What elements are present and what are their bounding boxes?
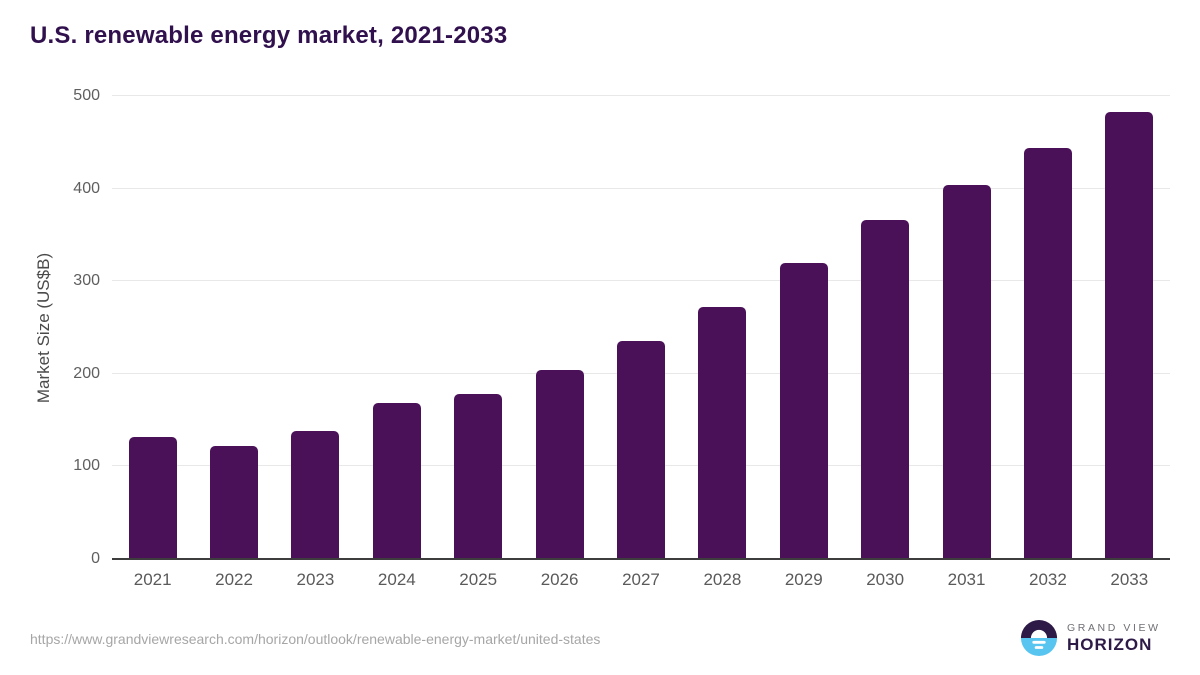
bar-2032	[1023, 148, 1072, 559]
y-tick-label-400: 400	[73, 179, 100, 197]
bar-2030	[861, 220, 910, 559]
bar-2022	[210, 446, 259, 559]
x-label-2033: 2033	[1110, 570, 1149, 589]
bar-2031	[942, 185, 991, 559]
gridline-300	[112, 280, 1170, 282]
gridline-400	[112, 187, 1170, 189]
x-label-2022: 2022	[215, 570, 253, 589]
bar-2024	[372, 403, 421, 559]
bar-2026	[535, 370, 584, 559]
x-label-2026: 2026	[540, 570, 579, 589]
x-label-2023: 2023	[296, 570, 335, 589]
y-tick-label-500: 500	[73, 87, 100, 104]
logo-text-horizon: HORIZON	[1067, 634, 1153, 654]
y-tick-label-100: 100	[73, 457, 100, 475]
grand-view-horizon-logo: GRAND VIEW HORIZON	[1020, 619, 1161, 657]
bar-2025	[454, 394, 503, 559]
bar-2028	[698, 307, 747, 559]
x-label-2024: 2024	[377, 570, 416, 589]
bar-2021	[128, 437, 177, 559]
bar-2029	[779, 263, 828, 559]
horizon-sun-icon	[1020, 619, 1058, 657]
gridline-500	[112, 95, 1170, 96]
bar-2023	[291, 431, 340, 559]
x-label-2030: 2030	[866, 570, 905, 589]
logo-text-grand-view: GRAND VIEW	[1067, 621, 1161, 634]
y-tick-label-300: 300	[73, 272, 100, 290]
logo-wordmark: GRAND VIEW HORIZON	[1067, 622, 1161, 655]
x-label-2027: 2027	[622, 570, 660, 589]
y-tick-label-200: 200	[73, 364, 100, 382]
x-label-2031: 2031	[947, 570, 986, 589]
x-label-2021: 2021	[133, 570, 172, 589]
x-axis-line	[112, 558, 1170, 560]
y-tick-label-0: 0	[91, 550, 100, 567]
chart-title: U.S. renewable energy market, 2021-2033	[30, 22, 508, 49]
bar-2027	[617, 341, 665, 559]
bar-2033	[1105, 112, 1154, 559]
x-label-2029: 2029	[784, 570, 823, 589]
x-label-2028: 2028	[703, 570, 742, 589]
x-label-2032: 2032	[1028, 570, 1067, 589]
source-url-text: https://www.grandviewresearch.com/horizo…	[30, 631, 601, 647]
plot-area	[112, 95, 1170, 560]
x-label-2025: 2025	[459, 570, 498, 589]
